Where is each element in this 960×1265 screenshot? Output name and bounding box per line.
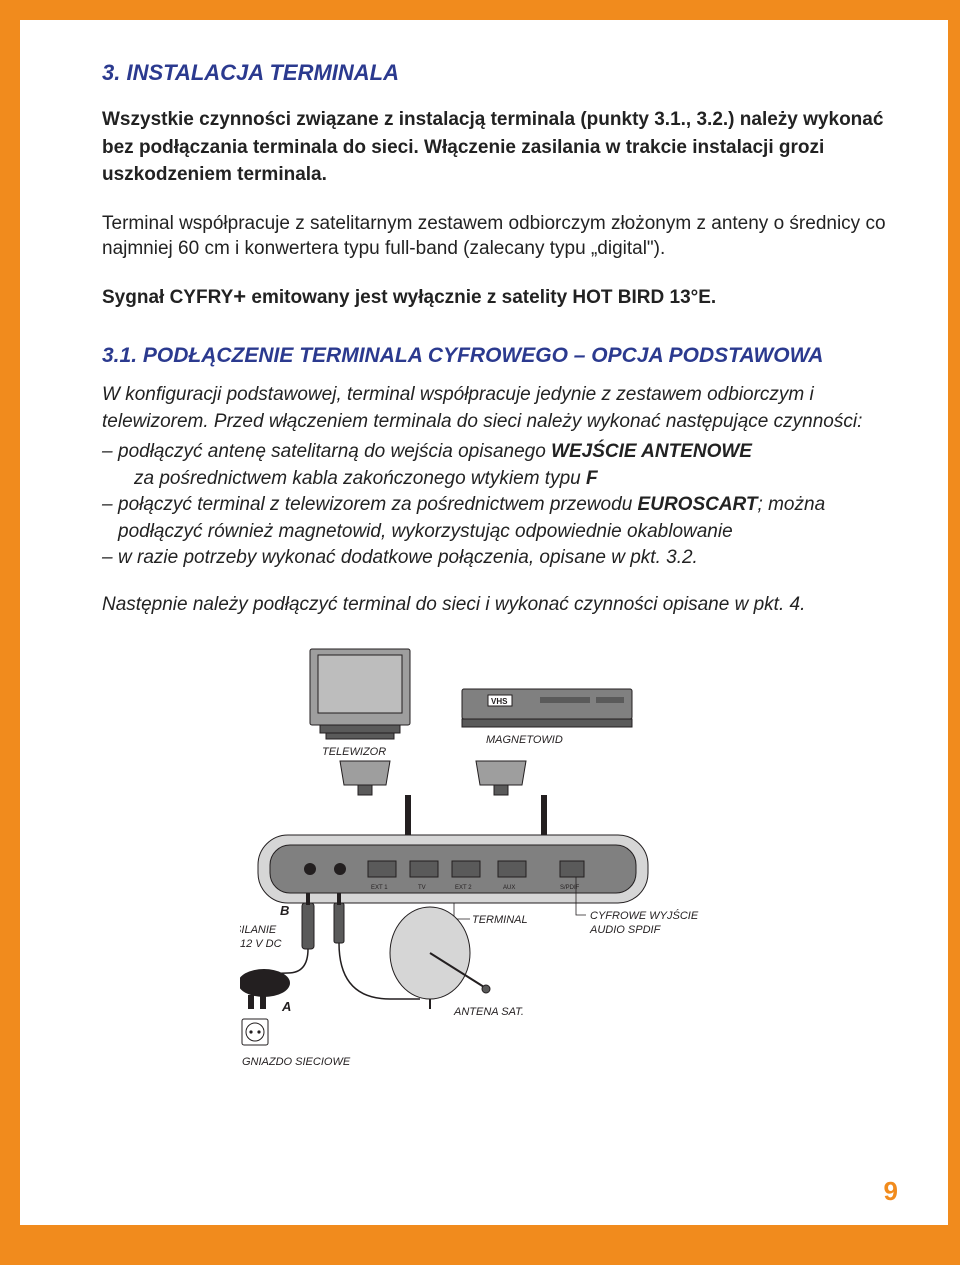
antenna-label: ANTENA SAT. [453, 1006, 524, 1018]
port-ext2-label: EXT 2 [455, 885, 472, 891]
spdif-label-2: AUDIO SPDIF [589, 924, 662, 936]
plus-icon: + [233, 284, 246, 309]
subsection-heading: 3.1. PODŁĄCZENIE TERMINALA CYFROWEGO – O… [102, 344, 898, 368]
port-ext1-label: EXT 1 [371, 885, 388, 891]
scart-vcr-icon [476, 761, 526, 795]
b1-text: podłączyć antenę satelitarną do wejścia … [118, 441, 551, 462]
label-A: A [281, 999, 291, 1014]
b1-strong: WEJŚCIE ANTENOWE [551, 441, 752, 462]
power-adapter-icon [240, 949, 308, 1009]
port-tv-label: TV [418, 885, 426, 891]
connection-diagram: TELEWIZOR VHS MAGNETOWID [102, 643, 898, 1073]
tv-icon [310, 649, 410, 739]
signal-line: Sygnał CYFRY+ emitowany jest wyłącznie z… [102, 284, 898, 310]
bullet-dash-icon: – [102, 545, 118, 572]
vcr-label: MAGNETOWID [486, 734, 563, 746]
bullet-dash-icon: – [102, 492, 118, 545]
page-number: 9 [884, 1176, 898, 1207]
bullet-1: – podłączyć antenę satelitarną do wejści… [102, 439, 898, 492]
socket-label: GNIAZDO SIECIOWE [242, 1056, 351, 1068]
wall-socket-icon [242, 1019, 268, 1045]
b1-sub-strong: F [586, 468, 598, 489]
b2-text: połączyć terminal z telewizorem za pośre… [118, 494, 638, 515]
sigline-post: emitowany jest wyłącznie z satelity HOT … [246, 287, 716, 308]
spdif-label-1: CYFROWE WYJŚCIE [590, 909, 699, 922]
body-text: W konfiguracji podstawowej, terminal wsp… [102, 382, 898, 572]
port-spdif-label: S/PDIF [560, 885, 580, 891]
paragraph-terminal-info: Terminal współpracuje z satelitarnym zes… [102, 211, 898, 262]
power-label-2: 12 V DC [240, 938, 282, 950]
bullet-dash-icon: – [102, 439, 118, 492]
terminal-icon: EXT 1 TV EXT 2 AUX S/PDIF [258, 835, 648, 903]
sigline-pre: Sygnał CYFRY [102, 287, 233, 308]
body-intro: W konfiguracji podstawowej, terminal wsp… [102, 384, 862, 432]
bullet-2: – połączyć terminal z telewizorem za poś… [102, 492, 898, 545]
b3-text: w razie potrzeby wykonać dodatkowe połąc… [118, 545, 898, 572]
section-heading: 3. INSTALACJA TERMINALA [102, 60, 898, 86]
label-B: B [280, 903, 289, 918]
vcr-icon: VHS [462, 689, 632, 727]
b2-strong: EUROSCART [638, 494, 758, 515]
closing-paragraph: Następnie należy podłączyć terminal do s… [102, 592, 898, 619]
b1-sub-text: za pośrednictwem kabla zakończonego wtyk… [134, 468, 586, 489]
terminal-label: TERMINAL [472, 914, 528, 926]
tv-label: TELEWIZOR [322, 746, 386, 758]
port-aux-label: AUX [503, 885, 515, 891]
scart-tv-icon [340, 761, 390, 795]
power-label-1: ZASILANIE [240, 924, 277, 936]
vhs-label: VHS [491, 697, 508, 706]
bullet-3: – w razie potrzeby wykonać dodatkowe poł… [102, 545, 898, 572]
warning-block: Wszystkie czynności związane z instalacj… [102, 106, 898, 189]
